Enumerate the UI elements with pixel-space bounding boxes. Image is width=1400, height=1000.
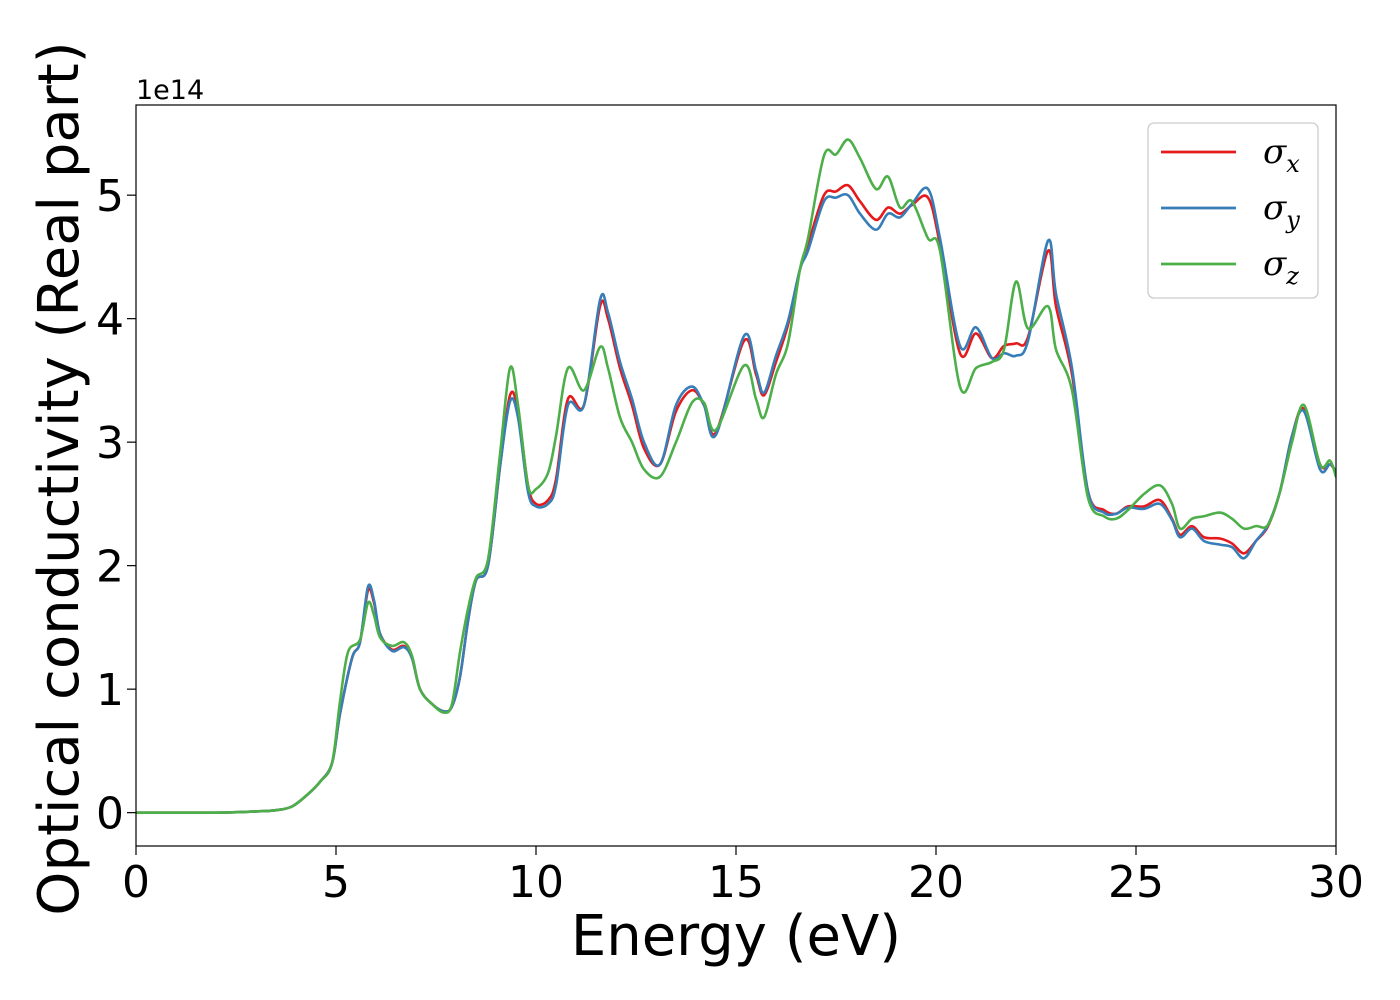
legend-label-subscript: y (1285, 206, 1300, 234)
legend-label-subscript: x (1286, 150, 1300, 178)
x-tick-label: 5 (322, 857, 350, 908)
legend-label-symbol: σ (1263, 188, 1287, 228)
series-layer (136, 138, 1336, 815)
y-tick-label: 0 (96, 789, 124, 840)
x-tick-label: 20 (908, 857, 964, 908)
series-line-z (136, 138, 1336, 815)
y-axis-title: Optical conductivity (Real part) (27, 41, 92, 915)
y-tick-label: 2 (96, 542, 124, 593)
legend-box (1147, 122, 1319, 299)
series-line-y (136, 186, 1336, 815)
ticks-layer: 0 5 10 15 20 25 30 0 1 2 3 4 5 (96, 171, 1364, 908)
legend-label-symbol: σ (1263, 132, 1287, 172)
legend-label-z: σz (1263, 244, 1299, 290)
legend-label-subscript: z (1285, 262, 1299, 290)
x-tick-label: 10 (508, 857, 564, 908)
y-tick-label: 1 (96, 665, 124, 716)
y-tick-label: 5 (96, 171, 124, 222)
x-tick-label: 0 (122, 857, 150, 908)
x-axis-title: Energy (eV) (571, 904, 901, 969)
y-tick-label: 3 (96, 418, 124, 469)
legend-label-x: σx (1263, 132, 1300, 178)
y-tick-label: 4 (96, 295, 124, 346)
x-tick-label: 30 (1308, 857, 1364, 908)
y-offset-label: 1e14 (136, 75, 204, 106)
legend-label-symbol: σ (1263, 244, 1287, 284)
legend-label-y: σy (1263, 188, 1300, 234)
x-tick-label: 25 (1108, 857, 1164, 908)
x-tick-label: 15 (708, 857, 764, 908)
